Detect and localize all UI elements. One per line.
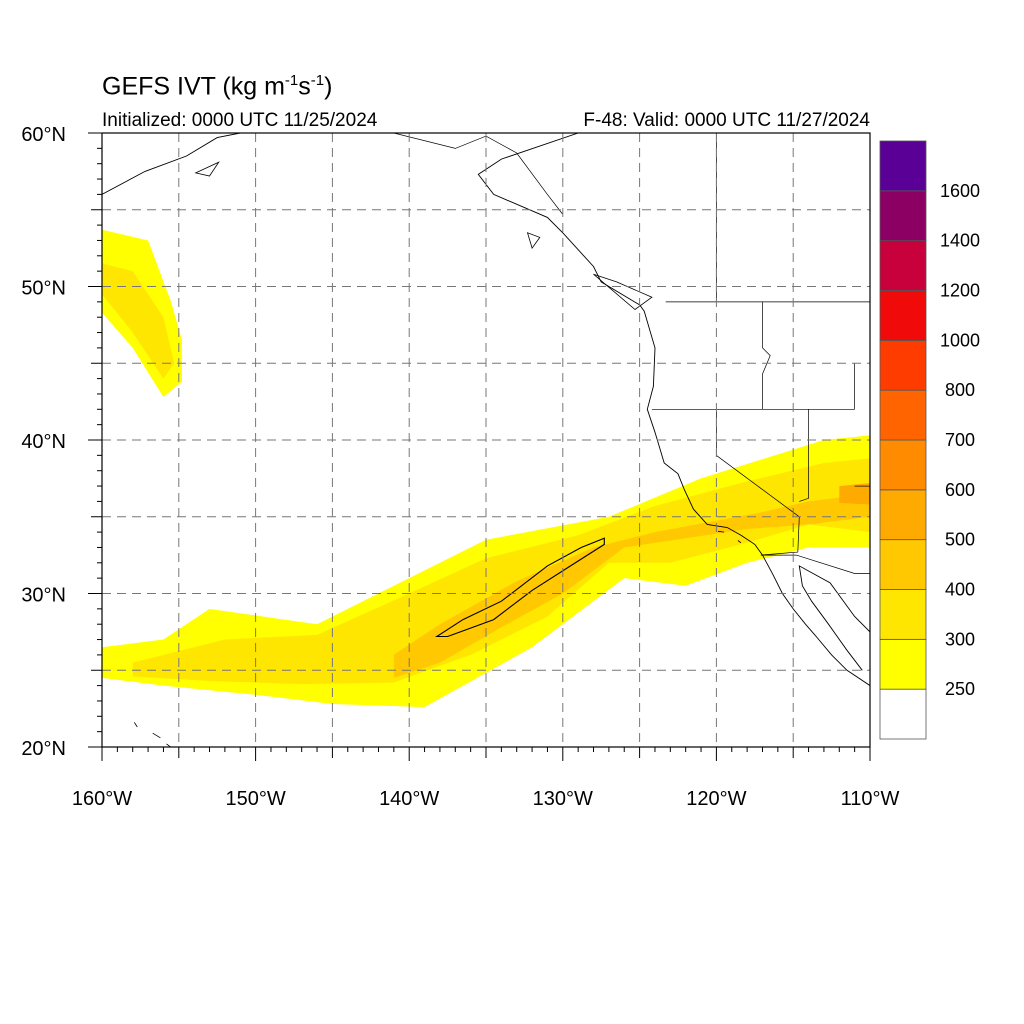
colorbar-box bbox=[879, 589, 927, 640]
longitude-label: 160°W bbox=[72, 788, 132, 810]
colorbar-label: 250 bbox=[945, 679, 975, 699]
ivt-contour-400 bbox=[434, 537, 605, 638]
political-border bbox=[799, 409, 809, 502]
colorbar-label: 800 bbox=[945, 380, 975, 400]
political-border bbox=[762, 301, 771, 410]
colorbar-box bbox=[879, 290, 927, 341]
colorbar-box bbox=[879, 339, 927, 391]
longitude-label: 120°W bbox=[686, 788, 746, 810]
latitude-label: 50°N bbox=[21, 278, 66, 300]
longitude-label: 140°W bbox=[379, 788, 439, 810]
island-outline bbox=[737, 540, 742, 544]
colorbar-label: 600 bbox=[945, 480, 975, 500]
colorbar-box bbox=[879, 539, 927, 590]
island-outline bbox=[526, 232, 541, 249]
colorbar: 250 300 400 500 600 700 800 1000 1200 1400 1600 bbox=[879, 140, 980, 740]
political-border bbox=[760, 554, 870, 574]
title-prefix: GEFS IVT (kg m bbox=[102, 72, 285, 101]
latitude-label: 40°N bbox=[21, 431, 66, 453]
colorbar-label: 1200 bbox=[940, 281, 980, 301]
gulf-of-california-coast bbox=[798, 565, 870, 671]
latitude-label: 20°N bbox=[21, 738, 66, 760]
title-mid: s bbox=[298, 72, 311, 101]
colorbar-box bbox=[879, 190, 927, 242]
colorbar-label: 700 bbox=[945, 430, 975, 450]
title-exp2: -1 bbox=[310, 72, 325, 89]
colorbar-box bbox=[879, 638, 927, 690]
longitude-label: 110°W bbox=[841, 788, 900, 810]
atmospheric-river-inner bbox=[393, 493, 870, 678]
colorbar-label: 1400 bbox=[940, 231, 980, 251]
title-suffix: ) bbox=[324, 72, 333, 101]
north-pacific-plume-core bbox=[102, 263, 175, 379]
atmospheric-river-hotspot bbox=[839, 483, 870, 505]
colorbar-label: 1600 bbox=[940, 181, 980, 201]
colorbar-label: 1000 bbox=[940, 330, 980, 350]
alaska-coastline bbox=[102, 133, 241, 195]
initialized-label: Initialized: 0000 UTC 11/25/2024 bbox=[102, 110, 378, 131]
colorbar-box bbox=[879, 240, 927, 291]
island-outline bbox=[133, 722, 138, 728]
island-outline bbox=[152, 732, 161, 739]
colorbar-label: 300 bbox=[945, 629, 975, 649]
title-exp1: -1 bbox=[284, 72, 299, 89]
colorbar-box bbox=[879, 389, 927, 441]
colorbar-box bbox=[879, 489, 927, 541]
chart-title: GEFS IVT (kg m-1s-1) bbox=[102, 72, 332, 101]
longitude-label: 150°W bbox=[225, 788, 285, 810]
latitude-label: 30°N bbox=[21, 585, 66, 607]
atmospheric-river-core bbox=[132, 458, 870, 685]
political-border bbox=[393, 133, 564, 215]
axis-labels: 60°N 50°N 40°N 30°N 20°N 160°W 150°W 140°W 130°W… bbox=[21, 124, 899, 810]
island-outline bbox=[166, 743, 172, 747]
island-outline bbox=[717, 530, 725, 533]
axis-ticks bbox=[88, 132, 871, 761]
west-coast-coastline bbox=[477, 133, 870, 686]
island-outline bbox=[593, 273, 653, 311]
island-outline bbox=[194, 161, 220, 177]
colorbar-box bbox=[879, 140, 927, 192]
gridlines bbox=[102, 133, 870, 747]
valid-time-label: F-48: Valid: 0000 UTC 11/27/2024 bbox=[583, 110, 870, 131]
longitude-label: 130°W bbox=[533, 788, 593, 810]
latitude-label: 60°N bbox=[21, 124, 66, 146]
colorbar-label: 500 bbox=[945, 530, 975, 550]
colorbar-box bbox=[879, 688, 927, 740]
colorbar-box bbox=[879, 439, 927, 491]
colorbar-label: 400 bbox=[945, 580, 975, 600]
